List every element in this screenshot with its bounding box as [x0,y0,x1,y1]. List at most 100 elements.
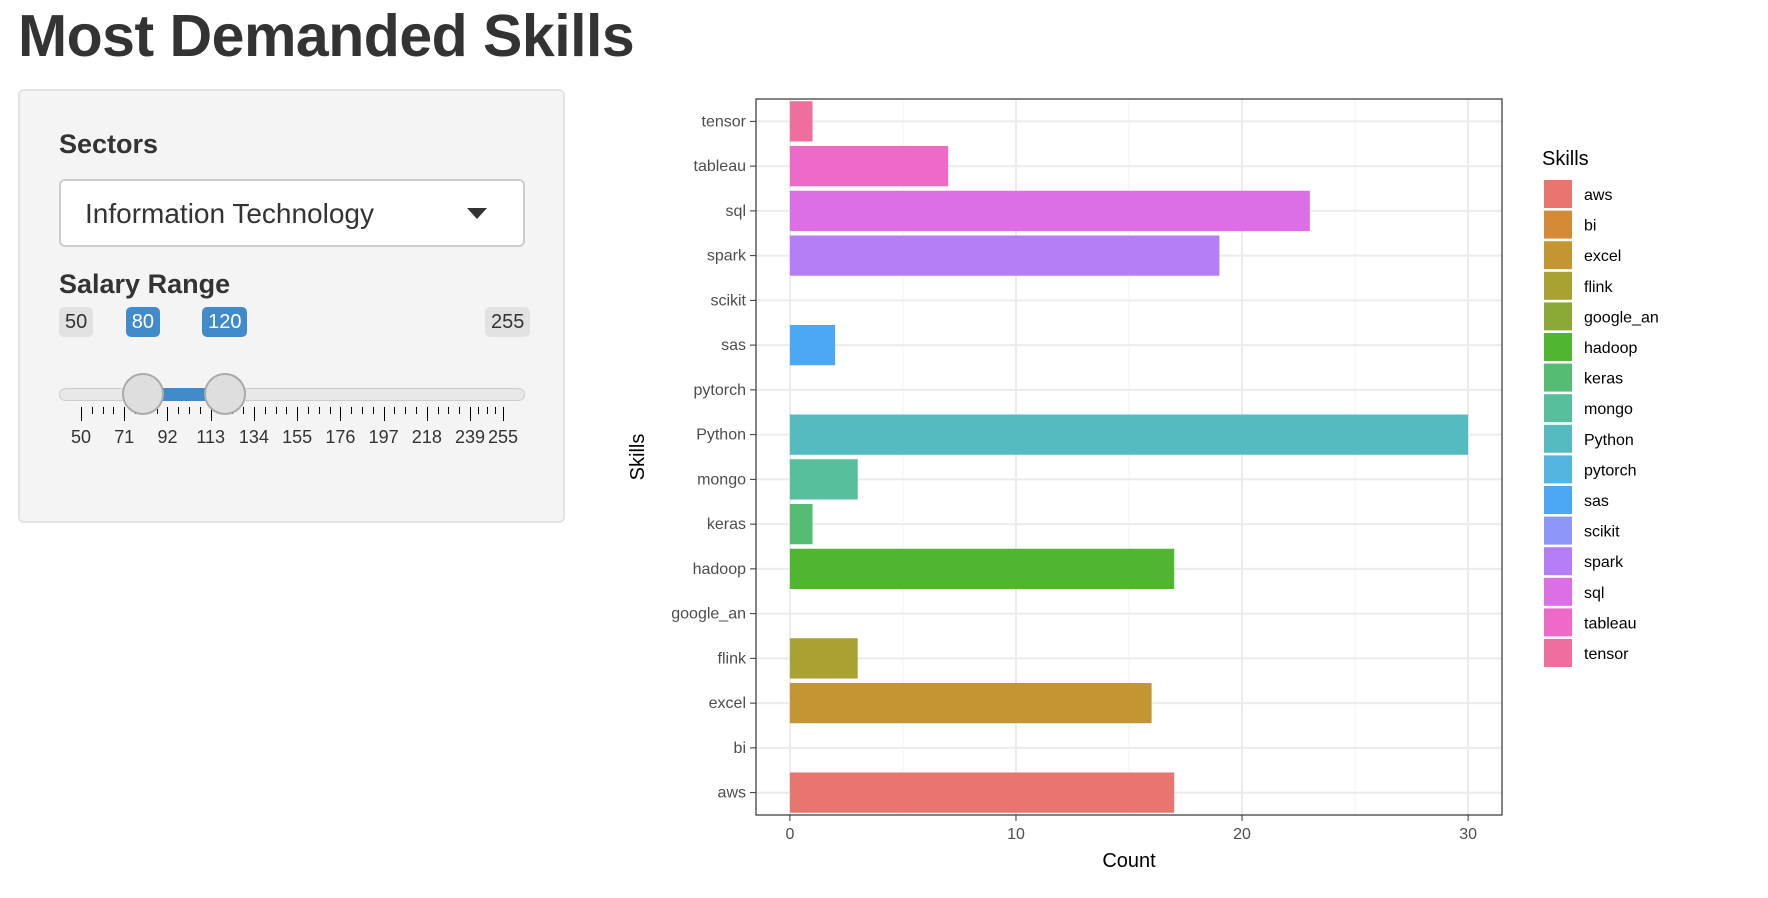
slider-minor-tick [416,407,418,414]
slider-handle-from[interactable] [121,373,164,415]
page-title: Most Demanded Skills [18,3,635,69]
legend-label: hadoop [1584,340,1637,357]
slider-minor-tick [178,407,180,414]
salary-max-label: 255 [485,307,531,337]
slider-tick-label: 239 [455,427,486,447]
bar-tensor [789,101,813,142]
slider-tick-label: 134 [238,427,269,447]
legend-label: flink [1584,279,1613,296]
legend-title: Skills [1542,148,1589,170]
slider-minor-tick [286,407,288,414]
slider-minor-tick [318,407,320,414]
slider-minor-tick [189,407,191,414]
slider-major-tick [253,407,255,421]
y-tick-label: hadoop [693,561,746,578]
legend-label: spark [1584,554,1624,571]
sectors-select[interactable]: Information Technology [59,179,525,247]
slider-minor-tick [394,407,396,414]
x-axis-title: Count [1102,850,1156,872]
y-tick-label: flink [718,650,747,667]
legend-key-sas [1544,486,1572,514]
slider-minor-tick [486,407,488,414]
legend-label: keras [1584,371,1623,388]
bar-flink [789,638,858,679]
chevron-down-icon[interactable] [467,208,487,219]
slider-tick-label: 255 [487,427,519,447]
legend-key-mongo [1544,394,1572,423]
slider-minor-tick [156,407,158,414]
slider-minor-tick [459,407,461,414]
x-tick-label: 10 [1007,826,1025,843]
salary-range-slider[interactable]: 50 255 80 120 50 71 92 113 134 155 176 197 218 23… [20,91,567,525]
legend-key-Python [1544,424,1572,453]
slider-tick-label: 155 [282,427,313,447]
y-tick-label: tableau [694,158,747,175]
slider-minor-tick [113,407,115,414]
slider-major-tick [124,407,126,421]
slider-minor-tick [494,407,496,414]
slider-major-tick [297,407,299,421]
slider-minor-tick [405,407,407,414]
salary-to-label: 120 [202,307,248,337]
legend-key-sql [1544,577,1572,606]
y-axis-title: Skills [627,434,649,481]
y-tick-label: tensor [702,113,747,130]
y-axis: aws bi excel flink google_an hadoop keras mongo… [671,113,756,802]
slider-major-tick [340,407,342,421]
slider-tick-label: 71 [114,427,135,447]
slider-tick-label: 50 [70,427,92,447]
legend-label: sas [1584,493,1609,510]
legend-label: scikit [1584,524,1620,541]
y-tick-label: google_an [671,606,746,623]
legend-label: google_an [1584,309,1659,326]
y-tick-label: Python [696,427,746,444]
legend-label: pytorch [1584,462,1636,479]
y-tick-label: excel [709,695,746,712]
legend-label: aws [1584,187,1612,204]
slider-tick-label: 197 [368,427,399,447]
legend-key-google_an [1544,302,1572,331]
bar-keras [789,503,813,545]
slider-minor-tick [275,407,277,414]
bar-Python [789,414,1469,455]
bar-mongo [789,459,858,500]
slider-minor-tick [361,407,363,414]
legend-key-flink [1544,271,1572,300]
legend-key-keras [1544,363,1572,392]
y-tick-label: aws [718,785,746,802]
bar-sql [789,190,1310,232]
x-tick-label: 0 [785,826,794,843]
slider-minor-tick [243,407,245,414]
bar-aws [789,772,1175,813]
slider-minor-tick [264,407,266,414]
slider-tick-label: 176 [325,427,356,447]
slider-minor-tick [91,407,93,414]
legend-label: tensor [1584,646,1629,663]
slider-major-tick [210,407,212,421]
legend-label: tableau [1584,615,1637,632]
x-tick-label: 20 [1233,826,1251,843]
salary-range-label: Salary Range [59,269,231,299]
slider-tick-label: 218 [411,427,442,447]
bar-hadoop [789,548,1175,590]
legend-label: bi [1584,218,1596,235]
slider-minor-tick [329,407,331,414]
slider-minor-tick [351,407,353,414]
slider-major-tick [167,407,169,421]
plot-border [755,98,1503,816]
slider-minor-tick [437,407,439,414]
slider-major-tick [503,407,504,421]
slider-minor-tick [102,407,104,414]
y-tick-label: pytorch [694,382,746,399]
slider-handle-to[interactable] [204,373,247,415]
bar-spark [789,235,1220,276]
legend-key-spark [1544,547,1572,576]
slider-tick-label: 113 [196,427,226,447]
legend-key-tensor [1544,639,1572,667]
y-tick-label: sql [726,203,746,220]
x-tick-label: 30 [1459,826,1477,843]
legend-key-pytorch [1544,455,1572,484]
legend-key-scikit [1544,516,1572,545]
slider-minor-tick [372,407,374,414]
